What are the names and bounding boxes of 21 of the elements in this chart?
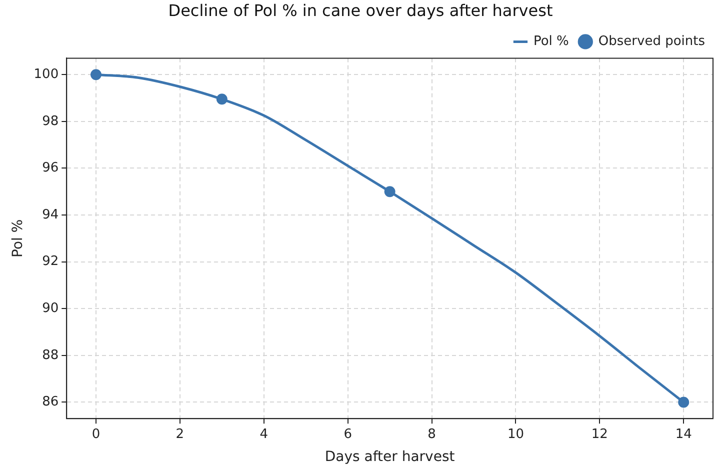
y-tick-label: 98 xyxy=(42,114,59,129)
x-tick-label: 12 xyxy=(591,426,608,442)
chart-title: Decline of Pol % in cane over days after harvest xyxy=(168,0,553,20)
x-tick-label: 14 xyxy=(675,426,692,442)
legend-label: Pol % xyxy=(533,34,569,50)
x-tick-label: 0 xyxy=(92,426,100,442)
y-axis-title: Pol % xyxy=(10,219,26,258)
x-tick-label: 4 xyxy=(260,426,268,442)
y-tick-label: 88 xyxy=(42,348,59,363)
y-tick-label: 92 xyxy=(42,254,59,270)
x-tick-label: 10 xyxy=(507,426,524,442)
y-tick-label: 100 xyxy=(34,66,59,82)
x-tick-label: 6 xyxy=(344,426,352,442)
x-tick-label: 2 xyxy=(176,426,184,442)
y-tick-label: 94 xyxy=(42,207,59,222)
y-tick-label: 86 xyxy=(42,394,59,410)
x-axis-title: Days after harvest xyxy=(324,449,456,466)
x-tick-label: 8 xyxy=(428,426,436,442)
legend-label: Observed points xyxy=(598,34,706,50)
y-tick-label: 96 xyxy=(42,160,59,176)
y-tick-label: 90 xyxy=(42,300,59,316)
